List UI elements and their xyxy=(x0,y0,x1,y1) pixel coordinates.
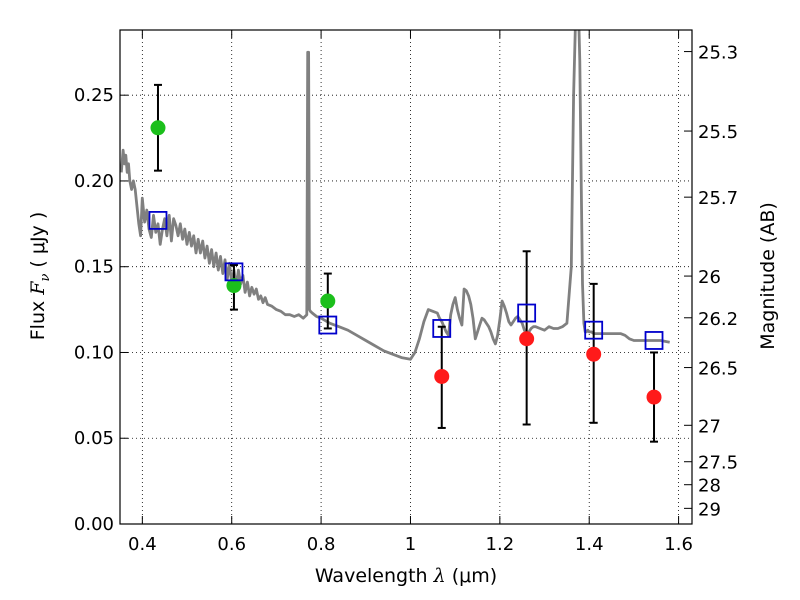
y-axis-label: Flux Fν ( μJy ) xyxy=(27,212,53,341)
y2-tick-label: 25.5 xyxy=(698,122,738,143)
green-data-point xyxy=(150,120,166,136)
y-tick-label: 0.20 xyxy=(74,171,114,192)
model-square xyxy=(148,210,168,230)
model-square xyxy=(644,331,664,350)
x-tick-label: 0.8 xyxy=(307,534,336,555)
y2-tick-label: 26.5 xyxy=(698,359,738,380)
x-tick-label: 0.6 xyxy=(217,534,246,555)
y-tick-label: 0.25 xyxy=(74,85,114,106)
green-data-point xyxy=(320,293,336,309)
data-points xyxy=(150,120,662,405)
y2-tick-label: 28 xyxy=(698,476,721,497)
x-axis-label: Wavelength λ (μm) xyxy=(315,565,497,587)
y2-tick-label: 29 xyxy=(698,499,721,520)
model-square xyxy=(318,315,338,335)
model-square xyxy=(584,320,604,340)
model-square xyxy=(432,319,452,338)
red-data-point xyxy=(646,389,662,405)
x-tick-labels: 0.4 0.6 0.8 1 1.2 1.4 1.6 xyxy=(128,534,693,555)
y2-tick-label: 25.7 xyxy=(698,188,738,209)
y-tick-label: 0.10 xyxy=(74,342,114,363)
y2-tick-label: 25.3 xyxy=(698,43,738,64)
model-squares xyxy=(148,210,664,350)
y-tick-label: 0.15 xyxy=(74,257,114,278)
red-data-point xyxy=(586,346,602,362)
red-data-point xyxy=(434,368,450,384)
x-tick-label: 1.2 xyxy=(486,534,515,555)
y2-axis-label: Magnitude (AB) xyxy=(757,202,779,350)
grid-lines xyxy=(120,30,692,525)
plot-frame xyxy=(119,29,693,525)
sed-model-line xyxy=(120,30,670,361)
y-tick-label: 0.00 xyxy=(74,514,114,535)
x-tick-label: 1.4 xyxy=(575,534,604,555)
y2-tick-label: 26.2 xyxy=(698,309,738,330)
axis-ticks xyxy=(120,30,692,525)
y-tick-labels: 0.00 0.05 0.10 0.15 0.20 0.25 xyxy=(74,85,114,535)
y2-tick-label: 27.5 xyxy=(698,453,738,474)
y2-tick-label: 26 xyxy=(698,267,721,288)
x-tick-label: 0.4 xyxy=(128,534,157,555)
y2-tick-label: 27 xyxy=(698,416,721,437)
red-data-point xyxy=(519,331,535,347)
sed-model-series xyxy=(120,30,670,361)
x-tick-label: 1 xyxy=(405,534,416,555)
green-data-point xyxy=(226,278,242,294)
model-square xyxy=(224,262,244,282)
model-square xyxy=(517,303,537,323)
x-tick-label: 1.6 xyxy=(664,534,693,555)
y-tick-label: 0.05 xyxy=(74,428,114,449)
